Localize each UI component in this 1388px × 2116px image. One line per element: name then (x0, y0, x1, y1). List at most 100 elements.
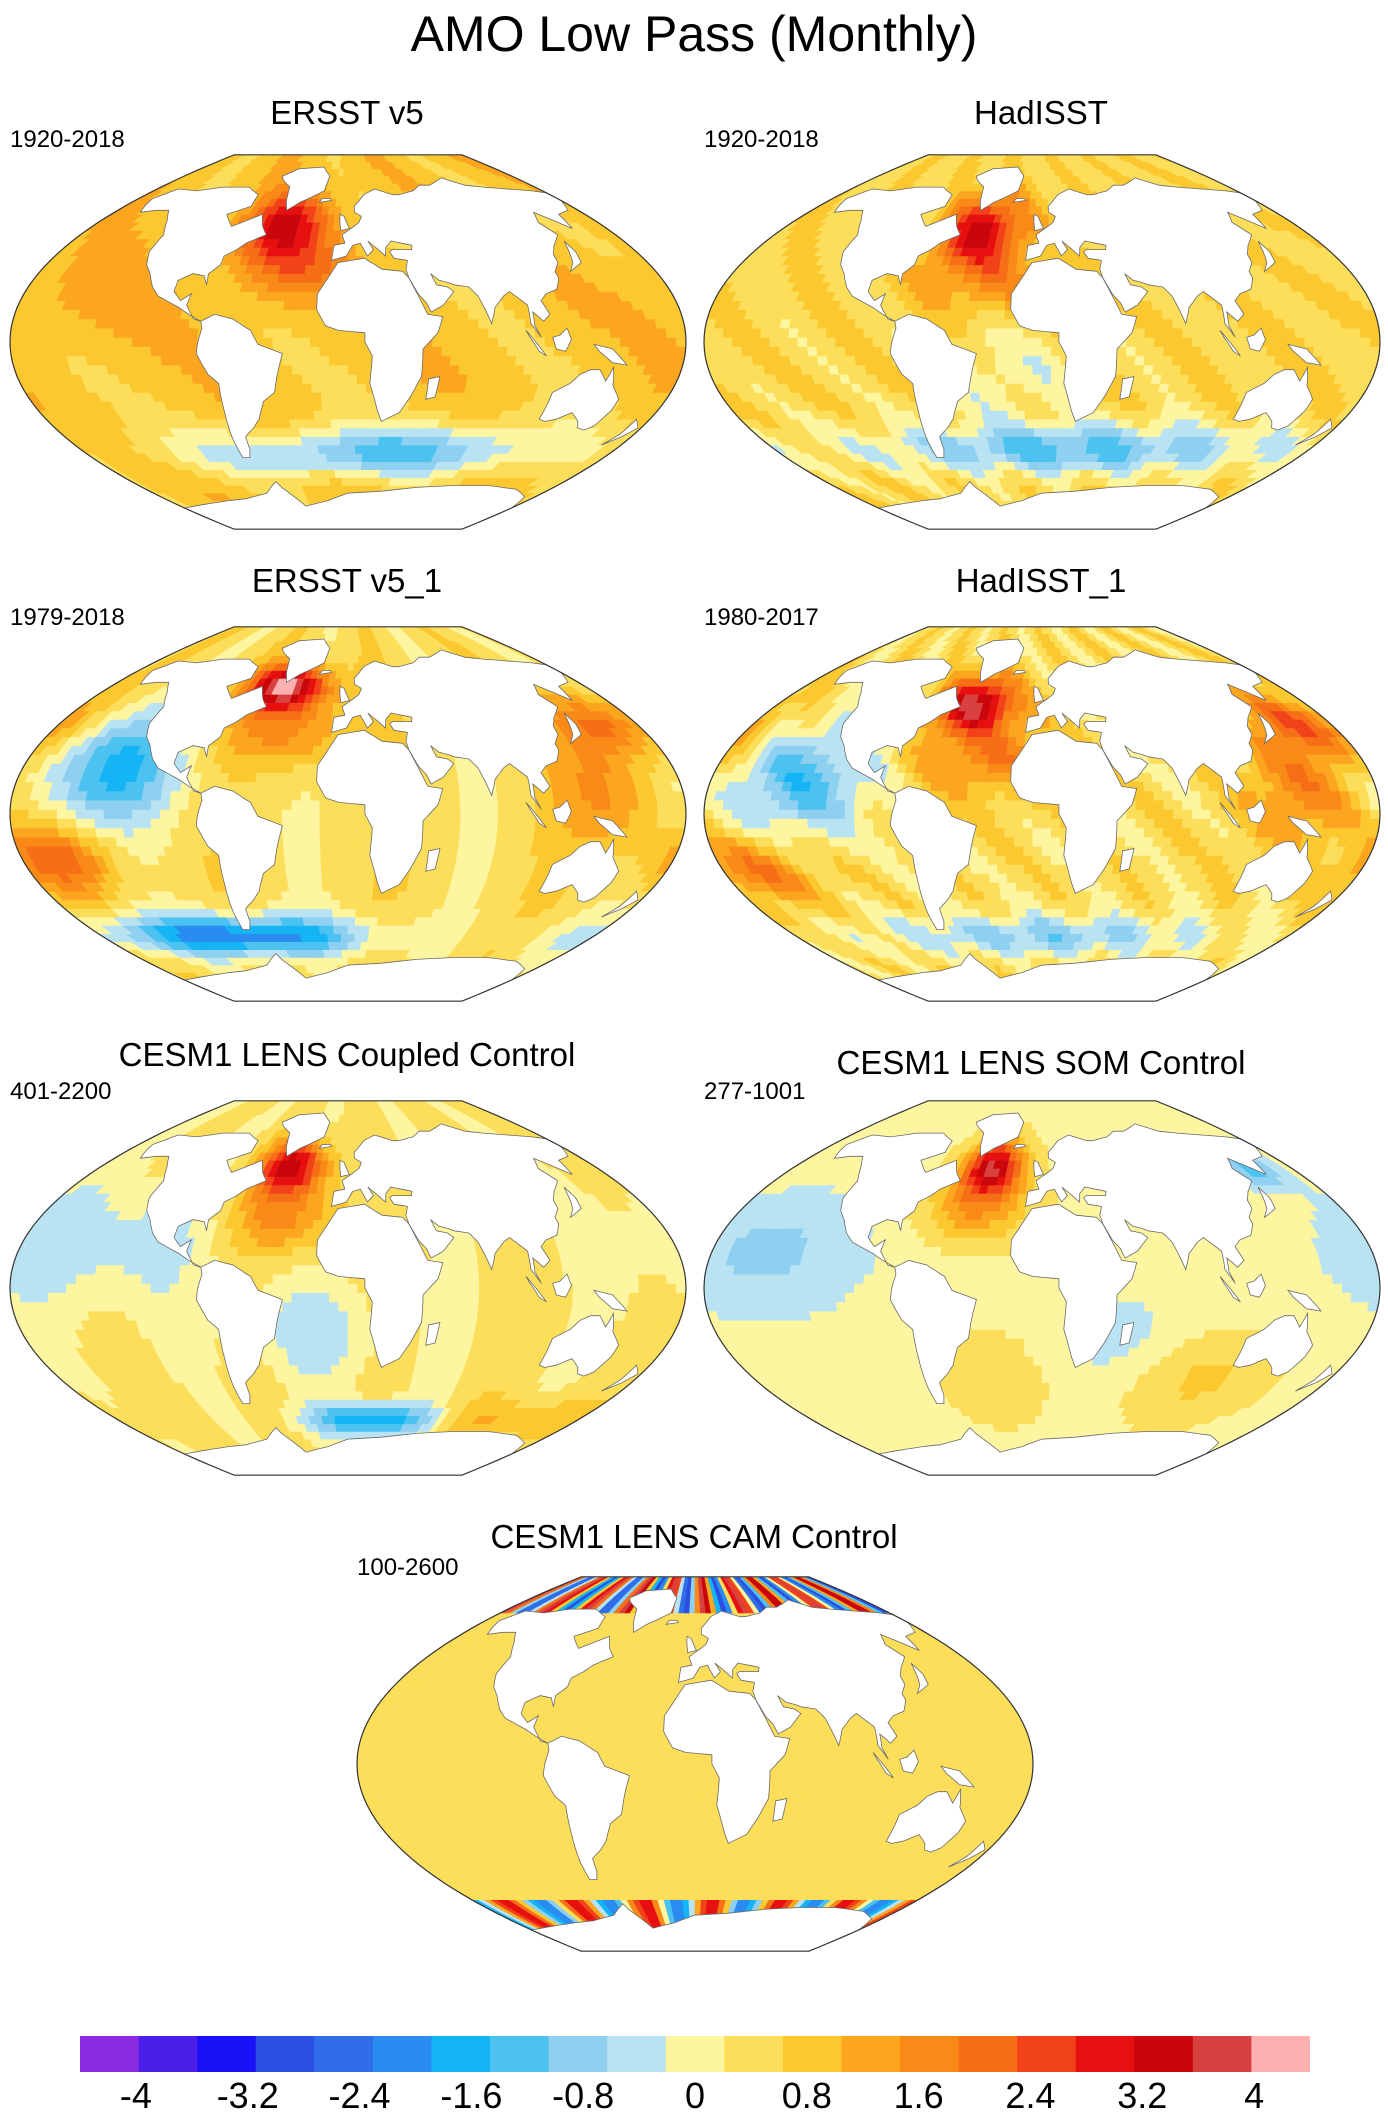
field-cell (159, 346, 171, 357)
field-cell (169, 346, 180, 357)
field-cell (1360, 337, 1371, 347)
field-cell (1190, 355, 1202, 366)
field-cell (505, 355, 517, 366)
field-cell (506, 327, 518, 338)
field-cell (581, 327, 593, 338)
field-cell (440, 318, 452, 329)
field-cell (104, 355, 116, 366)
field-cell (1035, 477, 1043, 486)
field-cell (329, 392, 340, 402)
field-cell (1218, 355, 1230, 366)
field-cell (189, 364, 201, 375)
field-cell (601, 337, 612, 347)
field-cell (291, 327, 302, 338)
map-panel-hadisst: HadISST 1920-2018 (694, 90, 1388, 575)
field-cell (37, 337, 49, 347)
field-cell (1010, 436, 1020, 446)
field-cell (355, 418, 366, 429)
field-cell (1017, 427, 1027, 437)
field-cell (572, 337, 583, 347)
field-cell (628, 346, 640, 357)
field-cell (1028, 469, 1037, 479)
field-cell (496, 318, 508, 329)
field-cell (246, 300, 258, 310)
field-cell (996, 392, 1008, 402)
field-cell (998, 410, 1009, 420)
field-cell (160, 355, 172, 366)
field-cell (656, 346, 668, 357)
field-cell (218, 300, 230, 310)
field-cell (647, 337, 659, 347)
field-cell (311, 383, 322, 393)
field-cell (872, 346, 884, 357)
field-cell (488, 346, 499, 357)
field-cell (994, 337, 1005, 347)
field-cell (817, 355, 829, 366)
field-cell (797, 327, 809, 338)
field-cell (485, 364, 498, 375)
field-cell (1294, 327, 1306, 338)
field-cell (1023, 392, 1034, 402)
field-cell (1032, 401, 1043, 411)
field-cell (561, 355, 573, 366)
field-cell (347, 461, 356, 471)
field-cell (1032, 392, 1043, 402)
field-cell (1313, 337, 1324, 347)
field-cell (188, 355, 200, 366)
field-cell (322, 418, 333, 429)
field-cell (488, 327, 499, 338)
field-cell (301, 364, 312, 375)
field-cell (816, 327, 828, 338)
field-cell (947, 327, 959, 338)
field-cell (282, 364, 294, 375)
field-cell (347, 383, 358, 393)
field-cell (1351, 337, 1362, 347)
field-cell (178, 337, 189, 347)
field-cell (966, 337, 977, 347)
field-cell (1032, 337, 1043, 347)
field-cell (844, 346, 856, 357)
field-cell (347, 392, 358, 402)
field-cell (122, 327, 134, 338)
field-cell (731, 327, 743, 338)
field-cell (340, 444, 349, 454)
field-cell (441, 337, 452, 347)
field-cell (1041, 410, 1051, 420)
field-cell (704, 337, 714, 347)
field-cell (1124, 364, 1136, 375)
field-cell (431, 346, 443, 357)
field-cell (103, 327, 115, 338)
field-cell (336, 485, 343, 494)
field-cell (151, 318, 163, 329)
field-cell (778, 327, 790, 338)
field-cell (1144, 327, 1155, 338)
field-cell (1266, 337, 1277, 347)
field-cell (319, 355, 330, 366)
field-cell (1007, 410, 1018, 420)
field-cell (113, 327, 124, 338)
field-cell (294, 401, 306, 411)
field-cell (825, 327, 837, 338)
field-cell (957, 337, 968, 347)
field-cell (990, 410, 1001, 420)
field-cell (287, 264, 299, 274)
field-cell (343, 161, 349, 170)
field-cell (1152, 364, 1164, 375)
field-cell (1182, 346, 1193, 357)
field-cell (263, 327, 274, 338)
field-cell (326, 461, 336, 471)
field-cell (1153, 327, 1165, 338)
field-cell (329, 477, 337, 486)
field-cell (1005, 392, 1016, 402)
field-cell (294, 273, 306, 283)
field-cell (1041, 453, 1050, 463)
field-cell (788, 337, 799, 347)
field-cell (347, 355, 358, 366)
field-cell (372, 418, 382, 429)
field-cell (544, 327, 555, 338)
field-cell (321, 264, 332, 274)
field-cell (447, 374, 459, 384)
field-cell (131, 327, 143, 338)
field-cell (1014, 392, 1025, 402)
field-cell (363, 427, 373, 437)
